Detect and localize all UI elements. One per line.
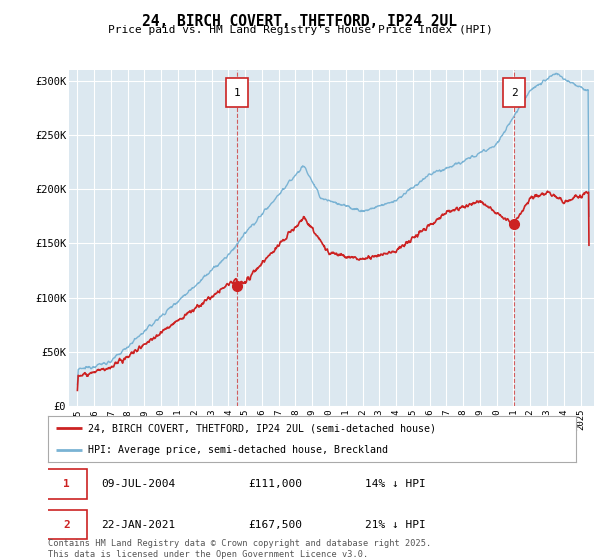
Text: 24, BIRCH COVERT, THETFORD, IP24 2UL: 24, BIRCH COVERT, THETFORD, IP24 2UL	[143, 14, 458, 29]
Text: 09-JUL-2004: 09-JUL-2004	[101, 479, 175, 489]
Text: 1: 1	[64, 479, 70, 489]
Text: £167,500: £167,500	[248, 520, 302, 530]
Text: HPI: Average price, semi-detached house, Breckland: HPI: Average price, semi-detached house,…	[88, 445, 388, 455]
Text: £111,000: £111,000	[248, 479, 302, 489]
Text: 24, BIRCH COVERT, THETFORD, IP24 2UL (semi-detached house): 24, BIRCH COVERT, THETFORD, IP24 2UL (se…	[88, 423, 436, 433]
Text: Contains HM Land Registry data © Crown copyright and database right 2025.
This d: Contains HM Land Registry data © Crown c…	[48, 539, 431, 559]
Text: 2: 2	[511, 88, 518, 97]
FancyBboxPatch shape	[226, 78, 248, 107]
FancyBboxPatch shape	[47, 469, 86, 498]
FancyBboxPatch shape	[503, 78, 526, 107]
Text: 1: 1	[234, 88, 241, 97]
Text: Price paid vs. HM Land Registry's House Price Index (HPI): Price paid vs. HM Land Registry's House …	[107, 25, 493, 35]
Text: 21% ↓ HPI: 21% ↓ HPI	[365, 520, 425, 530]
Text: 2: 2	[64, 520, 70, 530]
Text: 22-JAN-2021: 22-JAN-2021	[101, 520, 175, 530]
Text: 14% ↓ HPI: 14% ↓ HPI	[365, 479, 425, 489]
FancyBboxPatch shape	[47, 510, 86, 539]
